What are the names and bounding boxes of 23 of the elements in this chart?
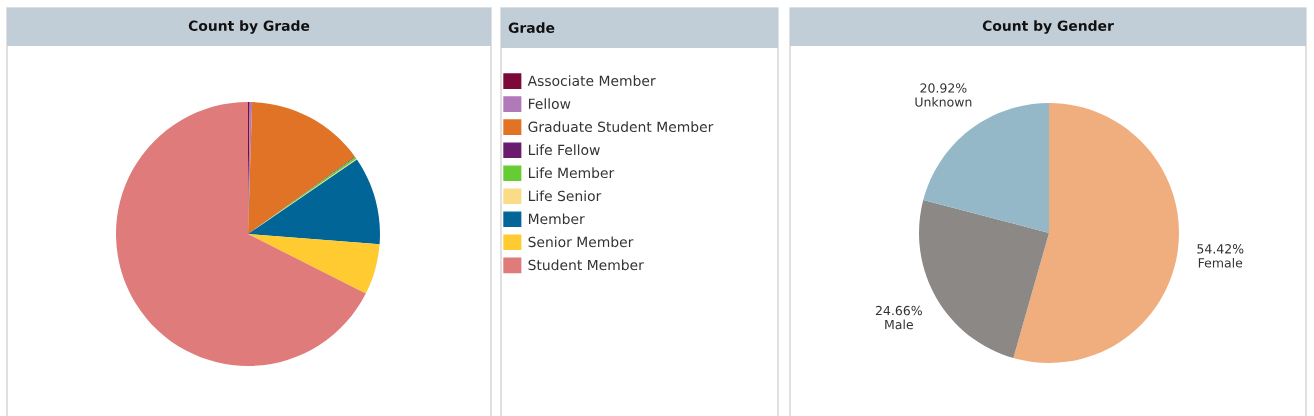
text: Count by Grade (188, 20, 310, 34)
slice-label: Unknown (915, 97, 972, 107)
chart-title: Count by Gender (982, 20, 1114, 34)
pie-slice (248, 102, 355, 234)
legend-label: Fellow (528, 98, 571, 110)
legend-label: Life Fellow (528, 144, 600, 156)
slice-label: Male (885, 319, 913, 330)
legend-label: Member (528, 213, 585, 225)
data-label: 20.92% (920, 83, 967, 93)
pie-slice (248, 159, 380, 245)
data-label: 54.42% (1197, 244, 1244, 254)
slice-label: Female (1198, 257, 1243, 268)
legend-label: Graduate Student Member (528, 121, 714, 133)
legend-title: Grade (508, 22, 555, 34)
legend-label: Student Member (528, 259, 644, 271)
legend-label: Senior Member (528, 236, 634, 248)
pie-slice (248, 234, 380, 294)
data-label: 24.66% (875, 305, 922, 316)
pie-slice (116, 102, 366, 366)
legend-label: Life Senior (528, 190, 602, 202)
legend-label: Life Member (528, 167, 615, 179)
pie-slice (1013, 103, 1179, 363)
legend-label: Associate Member (527, 75, 656, 86)
